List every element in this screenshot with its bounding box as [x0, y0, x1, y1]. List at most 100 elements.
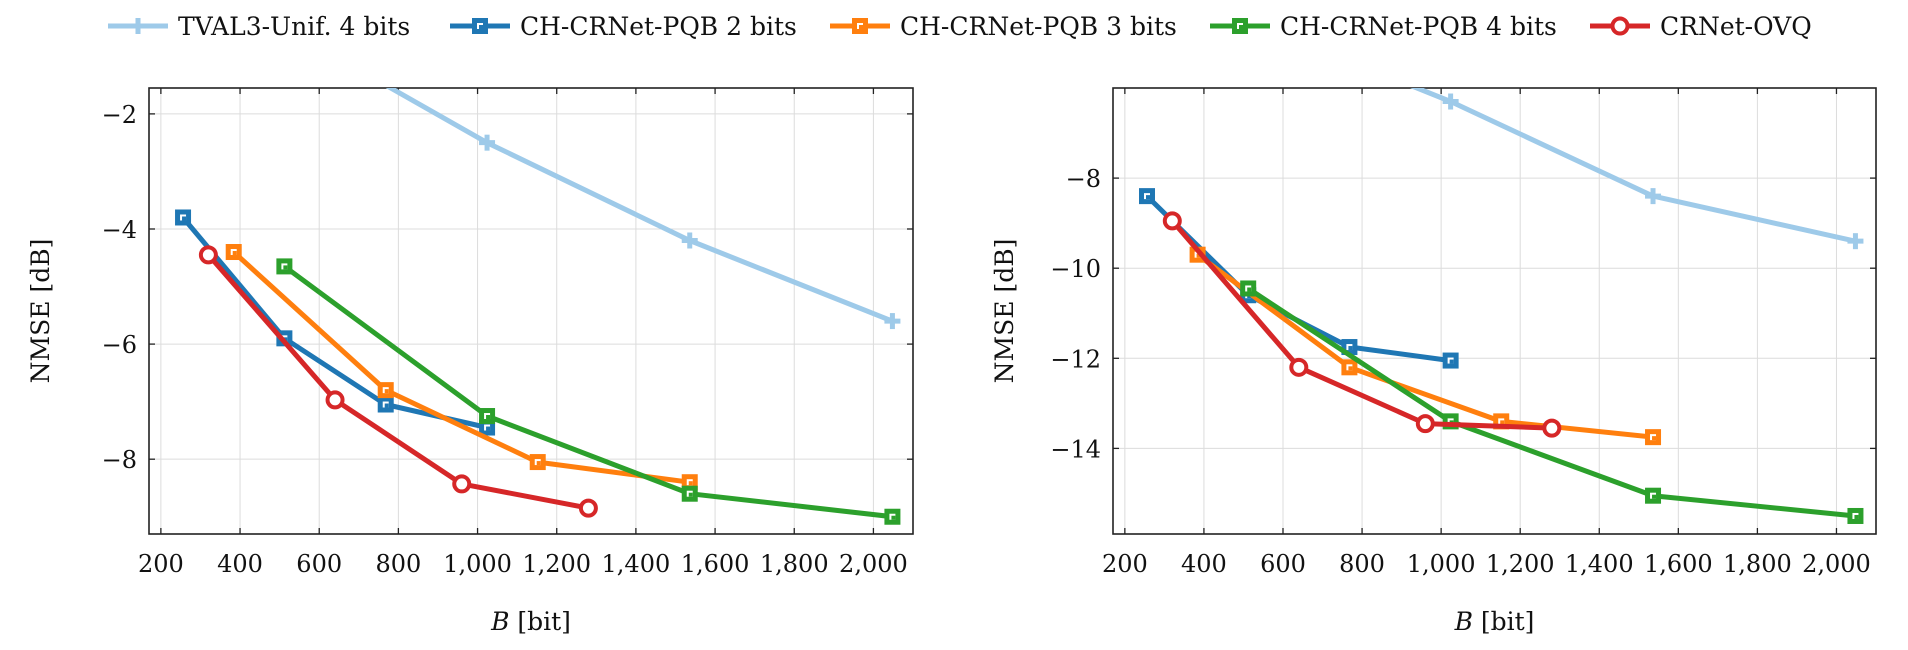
x-tick-label: 200	[138, 550, 184, 578]
legend-label: CH-CRNet-PQB 4 bits	[1280, 12, 1557, 41]
legend-label: CRNet-OVQ	[1660, 12, 1812, 41]
x-tick-label: 1,400	[602, 550, 671, 578]
data-point	[1645, 429, 1662, 446]
x-tick-label: 800	[1339, 550, 1385, 578]
x-tick-label: 600	[296, 550, 342, 578]
x-tick-label: 800	[375, 550, 421, 578]
legend-label: CH-CRNet-PQB 2 bits	[520, 12, 797, 41]
y-axis-label: NMSE [dB]	[990, 239, 1019, 384]
series-ch-crnet-pqb-2-bits	[1138, 188, 1459, 369]
legend-marker	[1610, 16, 1630, 36]
x-tick-label: 2,000	[839, 550, 908, 578]
x-tick-label: 1,600	[681, 550, 750, 578]
series-line	[206, 253, 589, 511]
x-tick-label: 1,200	[522, 550, 591, 578]
grid	[149, 88, 913, 534]
data-point	[1442, 352, 1459, 369]
y-axis: −8 −6 −4 −2	[102, 101, 913, 474]
data-point	[1341, 359, 1358, 376]
y-axis: −14 −12 −10 −8	[1050, 165, 1876, 463]
y-tick-label: −10	[1050, 255, 1101, 283]
series-crnet-ovq	[198, 245, 598, 518]
data-point	[325, 390, 345, 410]
data-point	[377, 382, 394, 399]
data-point	[1645, 487, 1662, 504]
x-axis: 200 400 600 800 1,000 1,200 1,400 1,600 1,800 2,0…	[1102, 88, 1871, 578]
y-tick-label: −2	[102, 101, 137, 129]
data-point	[377, 396, 394, 413]
grid	[1113, 88, 1876, 534]
plot-area	[1138, 88, 1864, 524]
data-point	[884, 313, 901, 330]
plot-frame	[148, 87, 914, 535]
series-line	[1410, 88, 1856, 244]
series-ch-crnet-pqb-4-bits	[1240, 280, 1864, 524]
y-tick-label: −8	[1066, 165, 1101, 193]
series-line	[1246, 286, 1856, 519]
series-ch-crnet-pqb-3-bits	[1189, 246, 1662, 446]
data-point	[529, 454, 546, 471]
series-crnet-ovq	[1162, 211, 1562, 438]
y-axis-label: NMSE [dB]	[26, 239, 55, 384]
legend-marker	[1232, 18, 1248, 34]
data-point	[479, 408, 496, 425]
data-point	[1189, 246, 1206, 263]
data-point	[175, 209, 192, 226]
x-tick-label: 600	[1260, 550, 1306, 578]
legend-item-tval3-unif-4-bits: TVAL3-Unif. 4 bits	[108, 12, 410, 41]
legend-label: TVAL3-Unif. 4 bits	[178, 12, 410, 41]
data-point	[578, 498, 598, 518]
data-point	[681, 232, 698, 249]
series-tval3-unif-4-bits	[1410, 88, 1864, 250]
data-point	[198, 245, 218, 265]
legend-marker	[130, 18, 146, 34]
legend-label: CH-CRNet-PQB 3 bits	[900, 12, 1177, 41]
x-axis-label: B [bit]	[490, 607, 571, 636]
data-point	[884, 508, 901, 525]
plot-area	[175, 88, 901, 525]
legend-item-ch-crnet-pqb-4-bits: CH-CRNet-PQB 4 bits	[1210, 12, 1557, 41]
series-ch-crnet-pqb-4-bits	[276, 258, 901, 525]
legend-item-ch-crnet-pqb-3-bits: CH-CRNet-PQB 3 bits	[830, 12, 1177, 41]
data-point	[1240, 280, 1257, 297]
x-tick-label: 1,600	[1644, 550, 1713, 578]
left-chart-panel: 200 400 600 800 1,000 1,200 1,400 1,600 1,800 2,0…	[26, 87, 914, 636]
y-tick-label: −6	[102, 331, 137, 359]
x-tick-label: 1,800	[1723, 550, 1792, 578]
x-tick-label: 1,000	[1407, 550, 1476, 578]
data-point	[225, 244, 242, 261]
data-point	[1289, 357, 1309, 377]
data-point	[276, 258, 293, 275]
legend-item-crnet-ovq: CRNet-OVQ	[1590, 12, 1812, 41]
x-tick-label: 1,400	[1565, 550, 1634, 578]
series-line	[232, 250, 691, 485]
right-chart-panel: 200 400 600 800 1,000 1,200 1,400 1,600 1,800 2,0…	[990, 87, 1877, 636]
series-ch-crnet-pqb-3-bits	[225, 244, 698, 491]
x-tick-label: 200	[1102, 550, 1148, 578]
x-axis: 200 400 600 800 1,000 1,200 1,400 1,600 1,800 2,0…	[138, 88, 908, 578]
x-tick-label: 2,000	[1802, 550, 1871, 578]
series-line	[1145, 194, 1451, 364]
data-point	[1415, 414, 1435, 434]
series-line	[385, 88, 894, 324]
data-point	[479, 134, 496, 151]
x-tick-label: 1,000	[443, 550, 512, 578]
legend-marker	[852, 18, 868, 34]
y-tick-label: −4	[102, 216, 137, 244]
data-point	[681, 485, 698, 502]
legend-marker	[472, 18, 488, 34]
x-tick-label: 1,800	[760, 550, 829, 578]
data-point	[1847, 507, 1864, 524]
plot-frame	[1112, 87, 1877, 535]
data-point	[1645, 188, 1662, 205]
y-tick-label: −12	[1050, 345, 1101, 373]
series-line	[282, 264, 893, 520]
data-point	[1542, 418, 1562, 438]
series-line	[1170, 219, 1552, 431]
y-tick-label: −8	[102, 446, 137, 474]
x-tick-label: 1,200	[1486, 550, 1555, 578]
data-point	[1847, 233, 1864, 250]
data-point	[1138, 188, 1155, 205]
legend: TVAL3-Unif. 4 bits CH-CRNet-PQB 2 bits CH-…	[108, 12, 1812, 41]
